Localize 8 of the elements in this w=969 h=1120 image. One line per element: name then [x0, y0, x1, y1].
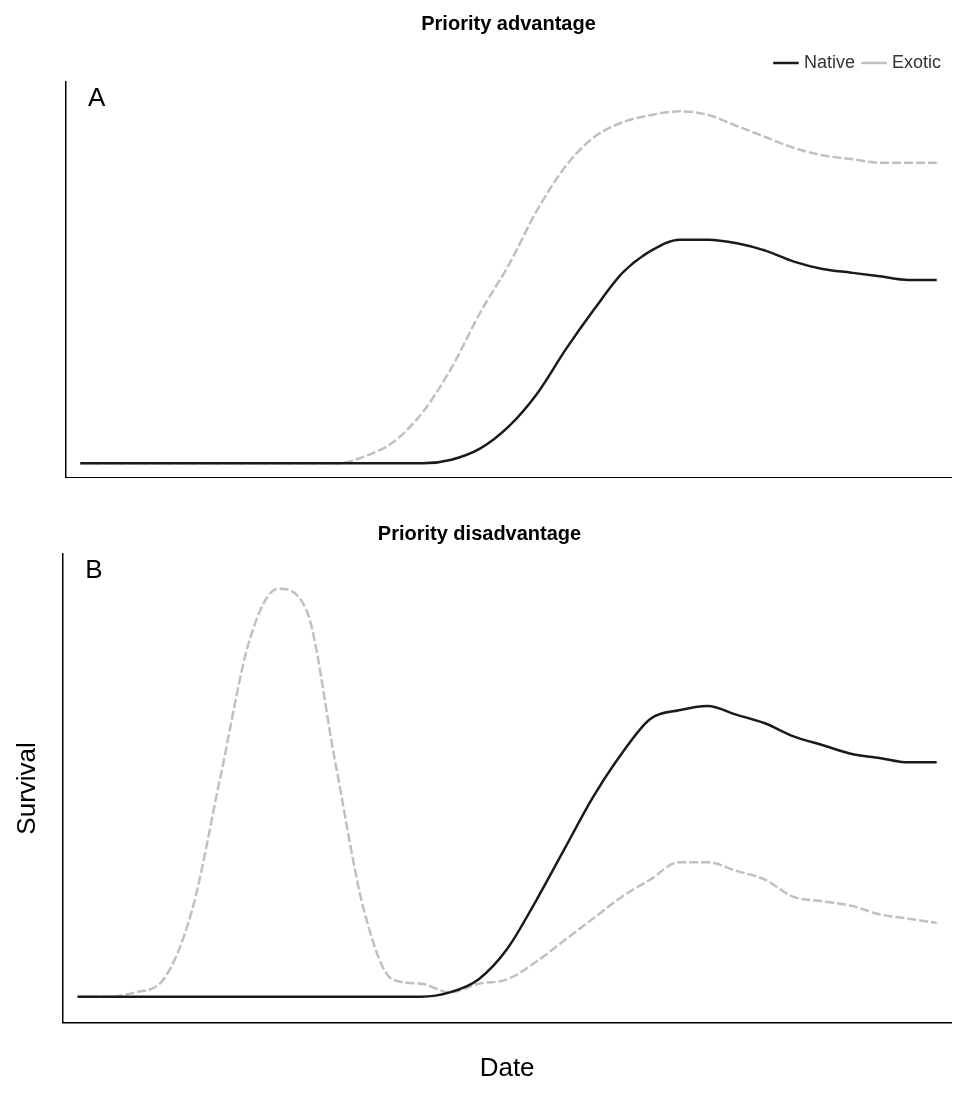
y-axis-title: Survival: [10, 742, 41, 835]
legend-label: Native: [803, 51, 855, 72]
legend-label: Exotic: [891, 51, 942, 72]
chart-title: Priority disadvantage: [377, 521, 582, 544]
x-axis-title: Date: [479, 1051, 535, 1082]
text: B: [85, 554, 103, 585]
chart-title: Priority advantage: [421, 11, 596, 34]
annotation: A: [88, 82, 106, 113]
